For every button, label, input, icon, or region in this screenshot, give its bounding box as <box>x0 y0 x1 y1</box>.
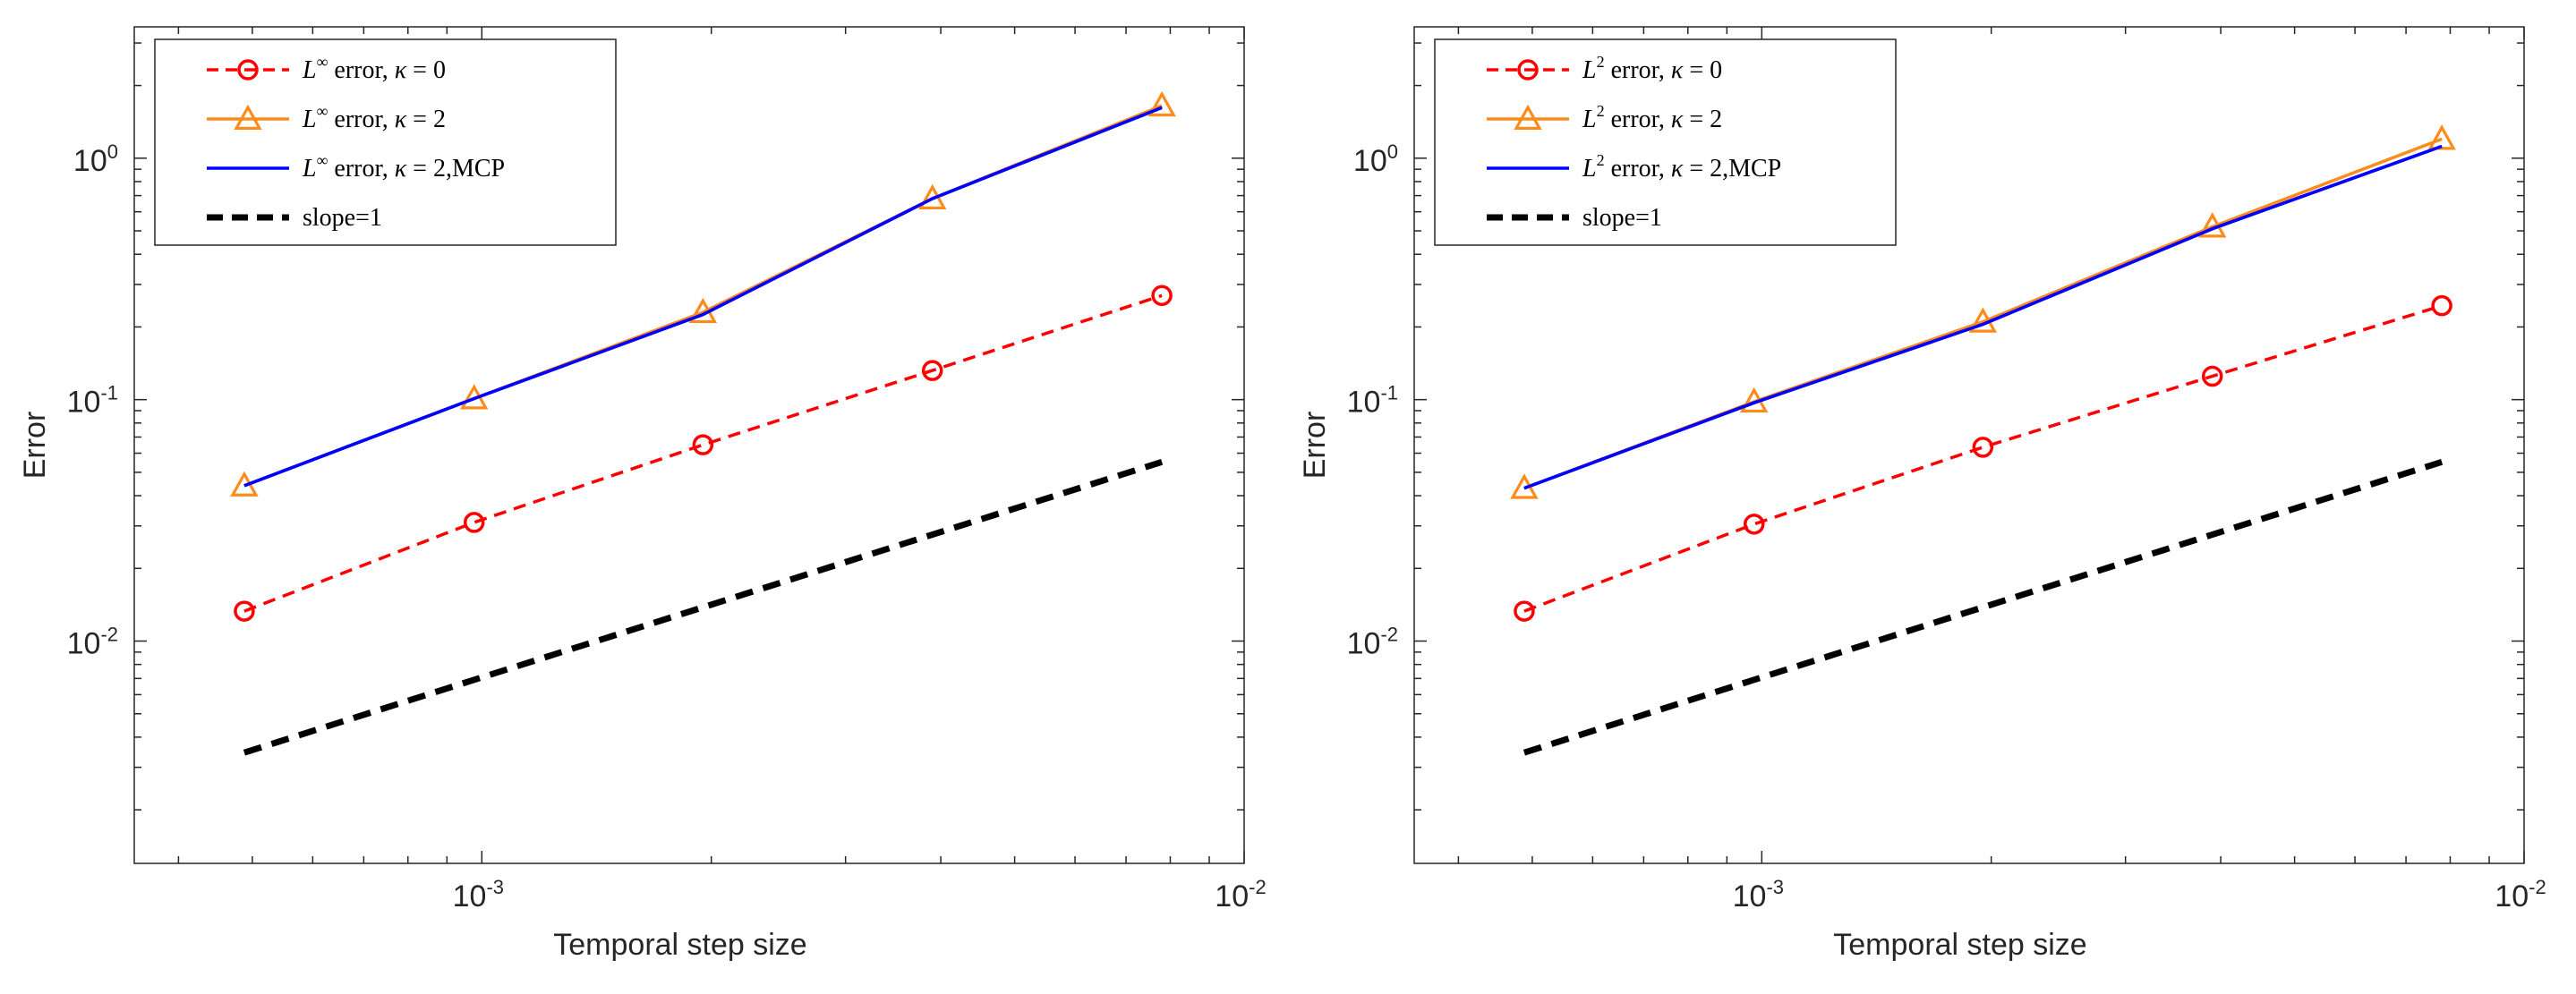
series-line-overlay <box>243 106 1163 488</box>
x-tick-label: 10-2 <box>1215 876 1266 913</box>
y-tick-label: 10-1 <box>1347 382 1398 420</box>
x-tick-label: 10-3 <box>453 876 504 913</box>
legend-marker-1 <box>1514 104 1542 130</box>
data-point-0 <box>2201 365 2223 387</box>
legend-label-0: L2 error, κ = 0 <box>1582 53 1722 84</box>
x-axis-label: Temporal step size <box>553 928 806 962</box>
series-line-0 <box>1523 304 2443 613</box>
y-tick-label: 100 <box>73 140 118 178</box>
legend-marker-0 <box>237 59 259 81</box>
legend-box <box>154 38 617 246</box>
data-point-0 <box>463 512 485 533</box>
x-tick-label: 10-2 <box>2495 876 2546 913</box>
data-point-0 <box>234 600 255 622</box>
series-line-overlay <box>1523 144 2443 490</box>
left-panel: 10-3 10-2 10-2 10-1 100 Temporal step size Err… <box>18 26 1267 962</box>
legend-label-2: L∞ error, κ = 2,MCP <box>302 151 505 183</box>
data-point-0 <box>1743 514 1765 535</box>
legend-label-3: slope=1 <box>1582 204 1662 232</box>
y-axis-label: Error <box>1298 412 1332 480</box>
y-tick-label: 100 <box>1353 140 1398 178</box>
y-tick-label: 10-1 <box>67 382 118 420</box>
data-point-0 <box>1151 285 1173 307</box>
x-tick-label: 10-3 <box>1733 876 1784 913</box>
series-line-0 <box>243 293 1163 613</box>
right-panel: 10-3 10-2 10-2 10-1 100 Temporal step size Err… <box>1298 26 2546 962</box>
data-point-0 <box>2431 294 2452 317</box>
data-point-1 <box>2427 124 2456 150</box>
y-tick-label: 10-2 <box>67 624 118 661</box>
series-line-3 <box>1523 458 2444 756</box>
legend-label-2: L2 error, κ = 2,MCP <box>1582 151 1781 183</box>
legend-marker-1 <box>234 104 262 130</box>
data-point-1 <box>1147 90 1176 117</box>
legend-label-1: L∞ error, κ = 2 <box>302 102 446 133</box>
legend-label-0: L∞ error, κ = 0 <box>302 53 446 84</box>
legend-label-3: slope=1 <box>303 204 382 232</box>
y-tick-label: 10-2 <box>1347 624 1398 661</box>
legend-label-1: L2 error, κ = 2 <box>1582 102 1722 133</box>
series-line-3 <box>243 458 1164 756</box>
data-point-0 <box>1972 437 1994 458</box>
legend-marker-0 <box>1517 59 1539 81</box>
data-point-0 <box>1514 600 1535 622</box>
y-axis-label: Error <box>18 412 52 480</box>
data-point-0 <box>692 434 714 455</box>
x-axis-label: Temporal step size <box>1833 928 2086 962</box>
data-point-0 <box>921 360 943 381</box>
legend-box <box>1434 38 1897 246</box>
